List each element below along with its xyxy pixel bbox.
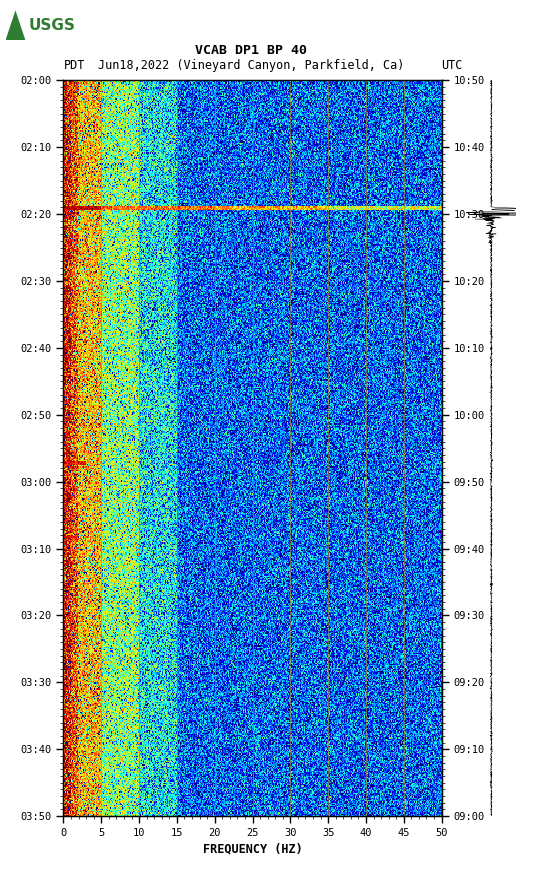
Text: USGS: USGS <box>29 19 76 33</box>
Text: Jun18,2022 (Vineyard Canyon, Parkfield, Ca): Jun18,2022 (Vineyard Canyon, Parkfield, … <box>98 59 405 72</box>
Text: VCAB DP1 BP 40: VCAB DP1 BP 40 <box>195 44 307 57</box>
Text: PDT: PDT <box>63 59 85 72</box>
Polygon shape <box>6 11 25 40</box>
Text: UTC: UTC <box>442 59 463 72</box>
X-axis label: FREQUENCY (HZ): FREQUENCY (HZ) <box>203 842 302 855</box>
